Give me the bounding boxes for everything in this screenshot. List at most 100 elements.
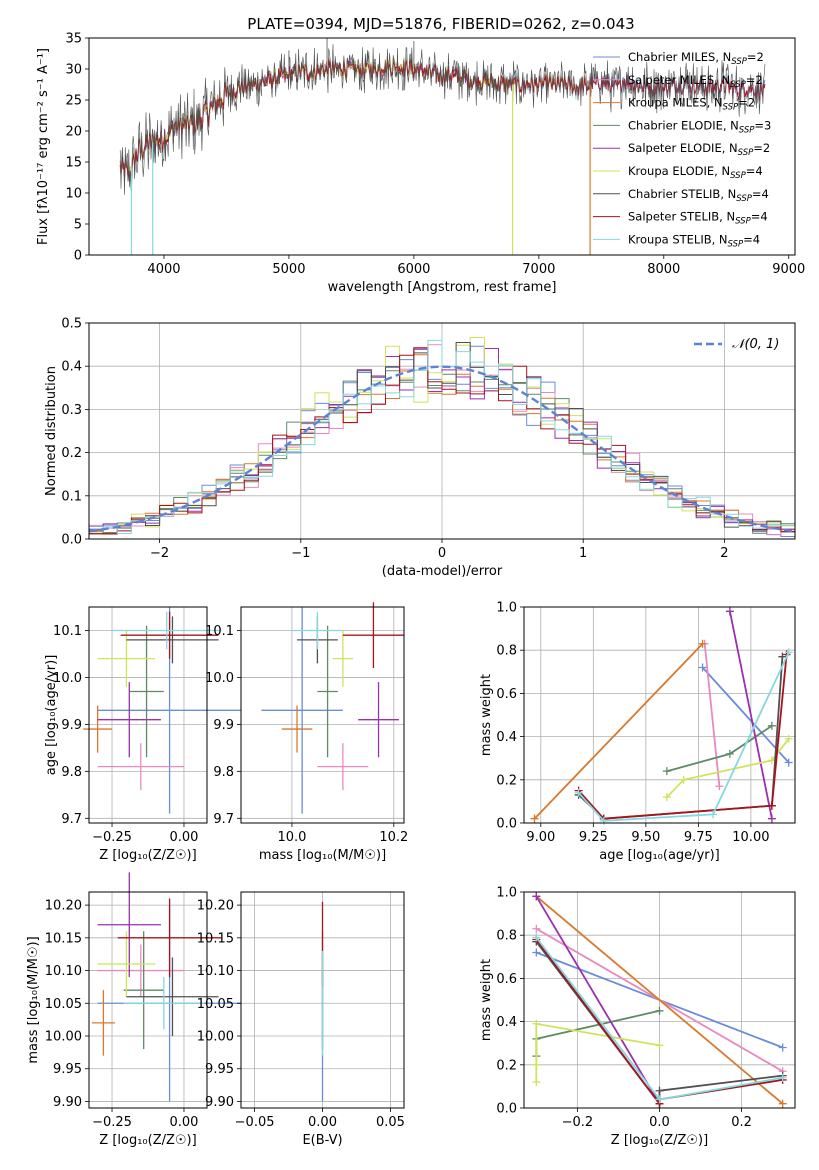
weight-point-marker [698,639,707,648]
mass-vs-Z-panel: −0.25 0.00 9.90 9.95 10.00 10.05 10.10 10.15 10.… [26,872,242,1148]
weight-series-line [535,895,661,1105]
y-tick-label: 9.95 [53,1062,82,1077]
y-tick-label: 30 [65,63,82,78]
weight-series-line [666,738,790,798]
y-tick-label: 0.8 [496,929,517,944]
axes-frame [523,891,796,1109]
y-tick-label: 10.20 [45,899,82,914]
axes-frame [88,891,208,1109]
x-tick-label: 0.05 [376,1115,405,1130]
y-tick-label: 10.10 [45,964,82,979]
weight-series-line [535,895,784,1105]
y-tick-label: 10.0 [53,671,82,686]
y-axis-label: age [log₁₀(age/yr)] [44,655,59,776]
weight-point-marker [778,652,787,661]
x-tick-label: 0.00 [169,1115,198,1130]
y-tick-label: 0.0 [496,817,517,832]
residual-histogram-series [89,354,795,534]
y-tick-label: 10.20 [197,899,234,914]
age-vs-Z-panel: −0.25 0.00 9.7 9.8 9.9 10.0 10.1 Z [log₁₀(Z/Z☉)… [44,606,242,863]
x-tick-label: 2 [720,546,728,561]
x-tick-label: 0.00 [169,830,198,845]
x-tick-label: 9000 [772,262,805,277]
x-tick-label: −0.2 [562,1115,594,1130]
axes-frame [88,606,208,824]
x-tick-label: −1 [291,546,310,561]
weight-series-line [701,666,790,764]
y-tick-label: 15 [65,156,82,171]
axes-frame [88,37,796,256]
x-tick-label: 9.00 [526,830,555,845]
y-tick-label: 9.95 [205,1062,234,1077]
x-axis-label: Z [log₁₀(Z/Z☉)] [99,848,196,863]
y-axis-label: mass weight [479,959,494,1041]
x-tick-label: 9.75 [684,830,713,845]
weight-vs-Z-panel: −0.2 0.0 0.2 0.0 0.2 0.4 0.6 0.8 1.0 Z [log₁₀(Z/Z… [479,886,796,1148]
y-tick-label: 0.2 [61,446,82,461]
axes-frame [88,322,796,540]
y-tick-label: 9.7 [61,812,82,827]
spectrum-series-line [119,44,766,195]
y-axis-label: mass [log₁₀(M/M☉)] [26,936,41,1063]
weight-point-marker [532,1060,541,1069]
x-axis-label: E(B-V) [302,1133,342,1148]
legend-entry: Salpeter MILES, NSSP=2 [628,73,763,90]
weight-point-marker [778,1043,787,1052]
weight-series-line [577,654,788,820]
y-tick-label: 0.1 [61,489,82,504]
age-vs-mass-panel: 10.0 10.2 9.7 9.8 9.9 10.0 10.1 mass [log₁₀(M/M… [205,602,408,863]
y-tick-label: 0.3 [61,403,82,418]
y-tick-label: 25 [65,94,82,109]
x-tick-label: 5000 [272,262,305,277]
weight-point-marker [767,814,776,823]
weight-point-marker [679,775,688,784]
y-tick-label: 9.8 [61,765,82,780]
y-tick-label: 1.0 [496,601,517,616]
weight-point-marker [655,1006,664,1015]
y-tick-label: 0.6 [496,687,517,702]
x-axis-label: mass [log₁₀(M/M☉)] [259,848,386,863]
x-axis-label: Z [log₁₀(Z/Z☉)] [611,1133,708,1148]
weight-point-marker [662,793,671,802]
x-tick-label: −2 [150,546,169,561]
weight-series-line [703,643,721,787]
legend-entry: 𝒩(0, 1) [732,337,779,352]
x-tick-label: 10.2 [379,830,408,845]
weight-point-marker [767,801,776,810]
weight-point-marker [778,1099,787,1108]
normal-curve [88,365,796,533]
y-tick-label: 0.0 [496,1102,517,1117]
y-tick-label: 10.10 [197,964,234,979]
y-tick-label: 0.0 [61,533,82,548]
x-tick-label: 4000 [147,262,180,277]
residuals-panel: −2 −1 0 1 2 0.0 0.1 0.2 0.3 0.4 0.5 (data-model)/er… [44,317,796,579]
weight-point-marker [574,788,583,797]
x-axis-label: wavelength [Angstrom, rest frame] [328,280,557,295]
y-axis-label: Normed distribution [44,366,59,496]
y-tick-label: 10.15 [45,931,82,946]
x-tick-label: 8000 [647,262,680,277]
y-tick-label: 10.1 [205,624,234,639]
legend-entry: Salpeter ELODIE, NSSP=2 [628,141,770,158]
x-tick-label: 0.2 [731,1115,752,1130]
y-tick-label: 35 [65,32,82,47]
weight-point-marker [532,924,541,933]
weight-series-line [729,611,773,819]
x-axis-label: Z [log₁₀(Z/Z☉)] [99,1133,196,1148]
y-tick-label: 10.00 [197,1030,234,1045]
x-axis-label: age [log₁₀(age/yr)] [599,848,720,863]
y-tick-label: 10.1 [53,624,82,639]
y-tick-label: 10 [65,187,82,202]
y-tick-label: 0.4 [61,360,82,375]
weight-point-marker [532,892,541,901]
y-tick-label: 9.9 [61,718,82,733]
y-tick-label: 10.05 [45,997,82,1012]
y-tick-label: 5 [74,218,82,233]
weight-point-marker [778,1073,787,1082]
x-tick-label: 0.0 [649,1115,670,1130]
weight-point-marker [662,767,671,776]
weight-point-marker [599,816,608,825]
weight-point-marker [655,1041,664,1050]
weight-point-marker [784,648,793,657]
